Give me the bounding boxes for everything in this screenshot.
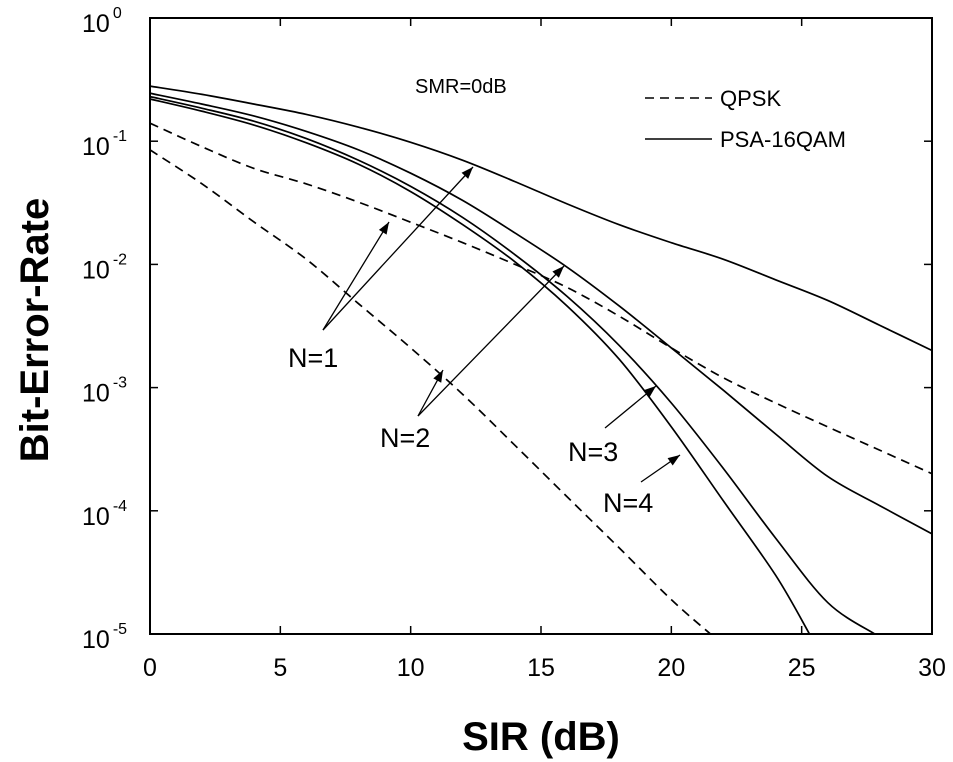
n2-arrow: [417, 265, 565, 417]
n1-arrowhead: [461, 167, 473, 179]
n2-arrowhead: [552, 266, 564, 278]
n1-arrow: [322, 221, 390, 331]
plot-frame: [149, 17, 933, 635]
n2-label: N=2: [380, 423, 430, 453]
x-tick-label: 30: [918, 654, 946, 682]
y-tick-label: 10 -4: [82, 498, 127, 531]
legend-psa16qam-label: PSA-16QAM: [720, 127, 846, 152]
y-tick-label: 10 -2: [82, 251, 127, 284]
n3-arrowhead: [643, 386, 656, 398]
y-tick-label: 10 -5: [82, 621, 127, 654]
x-tick-label: 15: [527, 654, 555, 682]
n4-label: N=4: [603, 488, 653, 518]
n3-label: N=3: [568, 437, 618, 467]
x-tick-label: 25: [788, 654, 816, 682]
y-tick-label: 10 -1: [82, 128, 127, 161]
x-tick-label: 5: [273, 654, 287, 682]
legend-qpsk-label: QPSK: [720, 86, 781, 111]
psa16qam-n2-line: [149, 92, 933, 535]
y-axis-label: Bit-Error-Rate: [13, 198, 57, 462]
series-group: [149, 85, 933, 635]
x-tick-label: 20: [657, 654, 685, 682]
n1-arrow: [322, 166, 474, 331]
n2-arrowhead: [433, 370, 443, 383]
psa16qam-n3-line: [149, 95, 876, 635]
x-tick-label: 10: [397, 654, 425, 682]
qpsk-n2-line: [149, 149, 711, 635]
y-tick-label: 10 0: [82, 5, 122, 38]
x-tick-label: 0: [143, 654, 157, 682]
annotation-arrows: [322, 166, 681, 483]
n1-label: N=1: [288, 343, 338, 373]
psa16qam-n1-line: [149, 85, 933, 352]
x-axis-label: SIR (dB): [462, 715, 620, 759]
n4-arrowhead: [667, 455, 680, 466]
y-tick-label: 10 -3: [82, 375, 127, 408]
qpsk-n1-line: [149, 122, 933, 475]
psa16qam-n4-line: [149, 98, 811, 635]
n1-arrowhead: [378, 222, 389, 235]
legend: QPSK PSA-16QAM: [645, 86, 846, 152]
smr-annotation: SMR=0dB: [415, 76, 507, 98]
